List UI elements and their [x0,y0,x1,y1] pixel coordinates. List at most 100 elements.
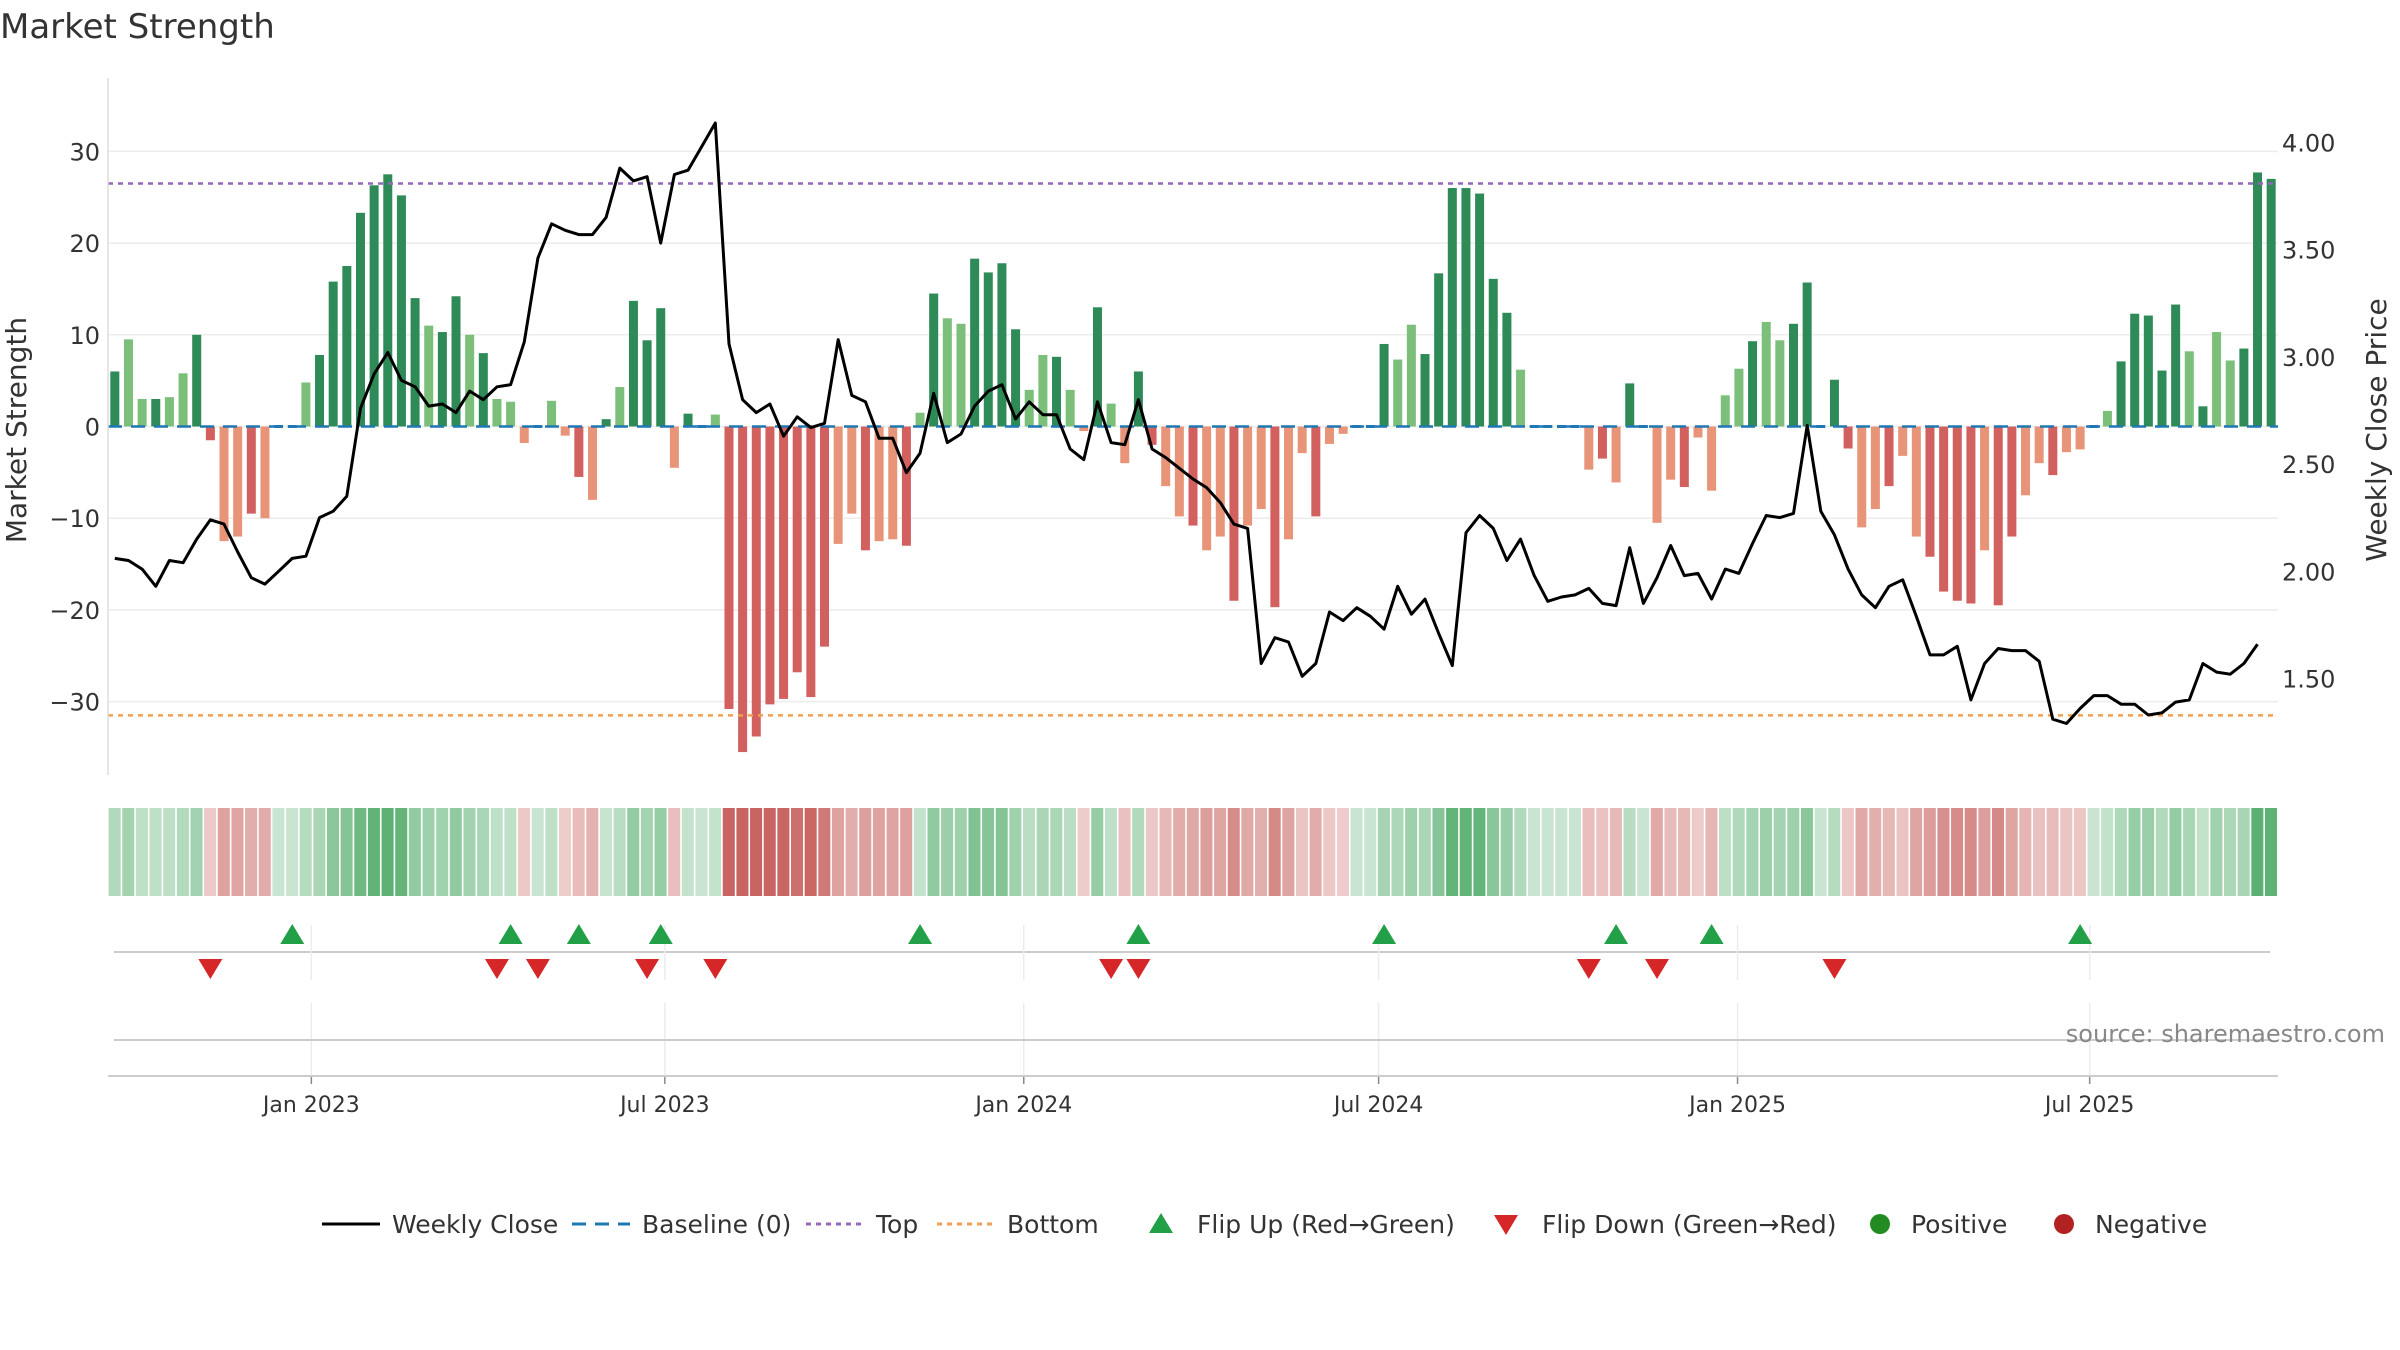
strength-bar [533,425,543,428]
y-tick-left: −10 [49,505,100,533]
heat-strip-cell [1514,808,1527,896]
heat-strip-cell [299,808,312,896]
strength-bar [110,371,120,427]
heat-strip-cell [1391,808,1404,896]
heat-strip-cell [1295,808,1309,896]
strength-bar [1570,425,1580,428]
strength-bar [2130,313,2140,427]
x-tick-label: Jan 2024 [973,1093,1072,1118]
strength-bar [710,414,720,427]
strength-bar [1420,354,1430,427]
heat-strip-cell [1814,808,1827,896]
heat-strip-cell [763,808,776,896]
heat-strip-cell [1186,808,1199,896]
heat-strip-cell [176,808,189,896]
heat-strip-cell [1336,808,1349,896]
strength-bar [601,419,611,427]
strength-bar [1011,329,1021,427]
strength-bar [901,426,911,546]
heat-strip-cell [1923,808,1936,896]
heat-strip-cell [1214,808,1227,896]
strength-bar [1925,426,1935,557]
heat-strip-cell [2196,808,2209,896]
y-tick-right: 4.00 [2282,129,2335,157]
strength-bar [2048,426,2058,476]
strength-bar [1284,426,1294,540]
heat-strip-cell [1800,808,1813,896]
strength-bar [1707,426,1717,491]
source-note: source: sharemaestro.com [2066,1020,2385,1048]
heat-strip-cell [545,808,558,896]
strength-bar [956,323,966,427]
heat-strip-cell [463,808,476,896]
legend-label: Weekly Close [392,1210,558,1239]
strength-bar [2198,406,2208,427]
strength-bar [2239,348,2249,427]
legend-swatch-tri-up [1149,1213,1173,1233]
heat-strip-cell [1459,808,1472,896]
strength-bar [1761,321,1771,427]
flip-down-marker [1822,959,1847,979]
strength-bar [669,426,679,468]
strength-bar [656,308,666,427]
x-tick-label: Jul 2024 [1332,1093,1424,1118]
heat-strip-cell [572,808,585,896]
strength-bar [205,426,215,441]
heat-strip-cell [1118,808,1131,896]
heat-strip-cell [2087,808,2100,896]
heat-strip-cell [1691,808,1704,896]
heat-strip-cell [1255,808,1268,896]
strength-bar [1748,341,1758,427]
strength-bar [2184,351,2194,427]
strength-bar [1243,426,1253,526]
flip-down-marker [525,959,550,979]
heat-strip-cell [722,808,735,896]
strength-bar [1911,426,1921,537]
flip-down-marker [1099,959,1124,979]
strength-bar [1775,340,1785,427]
heat-strip-cell [2169,808,2182,896]
heat-strip-cell [217,808,230,896]
heat-strip-cell [477,808,490,896]
heat-strip-cell [313,808,326,896]
strength-bar [315,354,325,427]
heat-strip-cell [1855,808,1868,896]
strength-bar [328,281,338,427]
strength-bar [697,425,707,428]
strength-bar [1584,426,1594,470]
heat-strip-cell [381,808,394,896]
strength-bar [2143,315,2153,427]
strength-bar [1393,359,1403,427]
heat-strip-cell [531,808,544,896]
strength-bar [437,332,447,427]
strength-bar [1434,273,1444,427]
x-axis: Jan 2023 Jul 2023 Jan 2024 Jul 2024 Jan 2025… [108,1003,2278,1118]
strength-bar [1174,426,1184,517]
strength-bar [1638,425,1648,428]
flip-up-marker [566,924,591,944]
heat-strip-cell [913,808,926,896]
heat-strip-cell [818,808,831,896]
strength-bar [246,426,256,514]
heat-strip-cell [1104,808,1117,896]
heat-strip-cell [1664,808,1677,896]
heat-strip-cell [1432,808,1445,896]
legend: Weekly Close Baseline (0) Top Bottom Flip Up… [322,1210,2207,1239]
y-tick-left: −20 [49,597,100,625]
x-tick-label: Jul 2025 [2043,1093,2135,1118]
heat-strip-cell [1882,808,1895,896]
legend-item: Bottom [937,1210,1099,1239]
heat-strip-cell [1200,808,1213,896]
legend-item: Weekly Close [322,1210,558,1239]
strength-bar [1966,426,1976,604]
strength-bar [1065,389,1075,427]
heat-strip-cell [2142,808,2155,896]
legend-swatch-tri-down [1494,1215,1518,1235]
strength-bar [628,300,638,427]
flip-down-marker [484,959,509,979]
legend-label: Bottom [1007,1210,1099,1239]
legend-item: Flip Down (Green→Red) [1494,1210,1837,1239]
heat-strip-cell [1446,808,1459,896]
heat-strip-cell [2005,808,2018,896]
strength-bar [1516,369,1526,427]
